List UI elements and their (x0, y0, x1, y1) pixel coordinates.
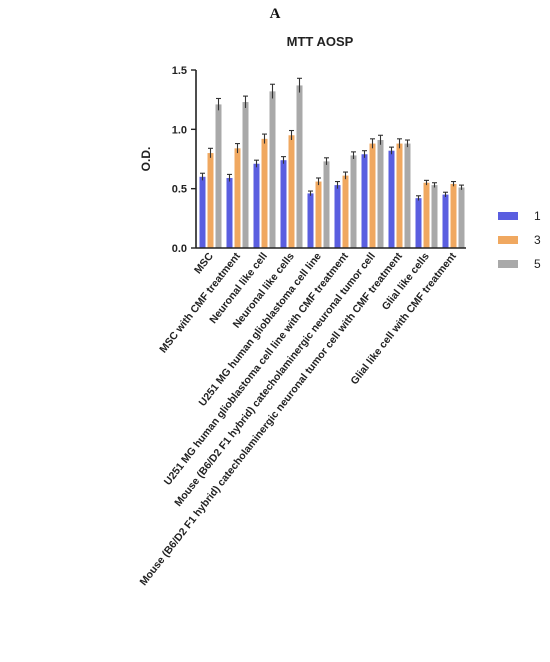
error-bar (216, 97, 221, 111)
legend-label: 3 (534, 233, 541, 247)
bar-series-1 (415, 198, 422, 248)
bar-series-5 (269, 91, 276, 248)
bar-series-3 (342, 175, 349, 248)
bar-series-group (199, 77, 465, 248)
y-tick-label: 1.0 (172, 124, 187, 136)
y-axis-label: O.D. (139, 147, 153, 172)
x-tick-label: U251 MG human glioblastoma cell line wit… (162, 250, 351, 488)
error-bar (270, 83, 275, 99)
error-bar (335, 180, 340, 189)
error-bar (378, 134, 383, 145)
legend: 1 3 5 (498, 209, 541, 271)
error-bar (254, 159, 259, 168)
bar-series-5 (404, 143, 411, 248)
y-tick-label: 0.5 (172, 184, 187, 196)
bar-series-1 (361, 154, 368, 248)
bar-series-5 (215, 104, 222, 248)
error-bar (405, 139, 410, 148)
bar-series-3 (234, 148, 241, 248)
legend-label: 1 (534, 209, 541, 223)
bar-series-3 (261, 138, 268, 248)
legend-swatch (498, 212, 518, 220)
bar-series-1 (226, 177, 233, 248)
legend-swatch (498, 260, 518, 268)
error-bar (459, 184, 464, 190)
bar-series-1 (388, 150, 395, 248)
error-bar (200, 172, 205, 181)
error-bar (297, 77, 302, 93)
error-bar (208, 147, 213, 158)
x-tick-label: MSC (192, 250, 216, 276)
error-bar (451, 180, 456, 187)
error-bar (389, 146, 394, 155)
bar-series-3 (423, 182, 430, 248)
bar-series-5 (350, 155, 357, 248)
error-bar (351, 151, 356, 159)
error-bar (416, 195, 421, 201)
bar-series-3 (450, 183, 457, 248)
error-bar (235, 143, 240, 154)
bar-series-3 (207, 153, 214, 248)
bar-series-1 (280, 160, 287, 248)
error-bar (362, 150, 367, 158)
error-bar (343, 171, 348, 180)
bar-series-3 (396, 143, 403, 248)
y-axis-ticks: 0.0 0.5 1.0 1.5 (172, 65, 196, 255)
error-bar (262, 133, 267, 144)
legend-swatch (498, 236, 518, 244)
bar-series-1 (253, 163, 260, 248)
error-bar (243, 95, 248, 108)
bar-series-5 (431, 185, 438, 248)
chart-title: MTT AOSP (287, 34, 354, 49)
bar-series-1 (334, 185, 341, 248)
error-bar (308, 190, 313, 196)
bar-series-5 (377, 140, 384, 248)
bar-series-5 (458, 187, 465, 248)
bar-series-5 (242, 102, 249, 248)
error-bar (370, 138, 375, 149)
error-bar (397, 138, 402, 149)
bar-series-3 (369, 143, 376, 248)
error-bar (281, 156, 286, 164)
legend-label: 5 (534, 257, 541, 271)
panel-label: A (270, 6, 281, 22)
error-bar (316, 177, 321, 186)
x-tick-label: Mouse (B6/D2 F1 hybrid) catecholaminergi… (138, 250, 406, 588)
bar-series-5 (323, 161, 330, 248)
error-bar (443, 191, 448, 197)
bar-series-1 (442, 194, 449, 248)
y-tick-label: 0.0 (172, 243, 187, 255)
error-bar (227, 173, 232, 182)
bar-series-1 (307, 193, 314, 248)
error-bar (432, 182, 437, 188)
error-bar (324, 157, 329, 165)
error-bar (424, 179, 429, 186)
bar-series-5 (296, 85, 303, 248)
y-tick-label: 1.5 (172, 65, 187, 77)
bar-series-3 (288, 135, 295, 248)
error-bar (289, 129, 294, 141)
bar-series-3 (315, 181, 322, 248)
bar-series-1 (199, 176, 206, 248)
